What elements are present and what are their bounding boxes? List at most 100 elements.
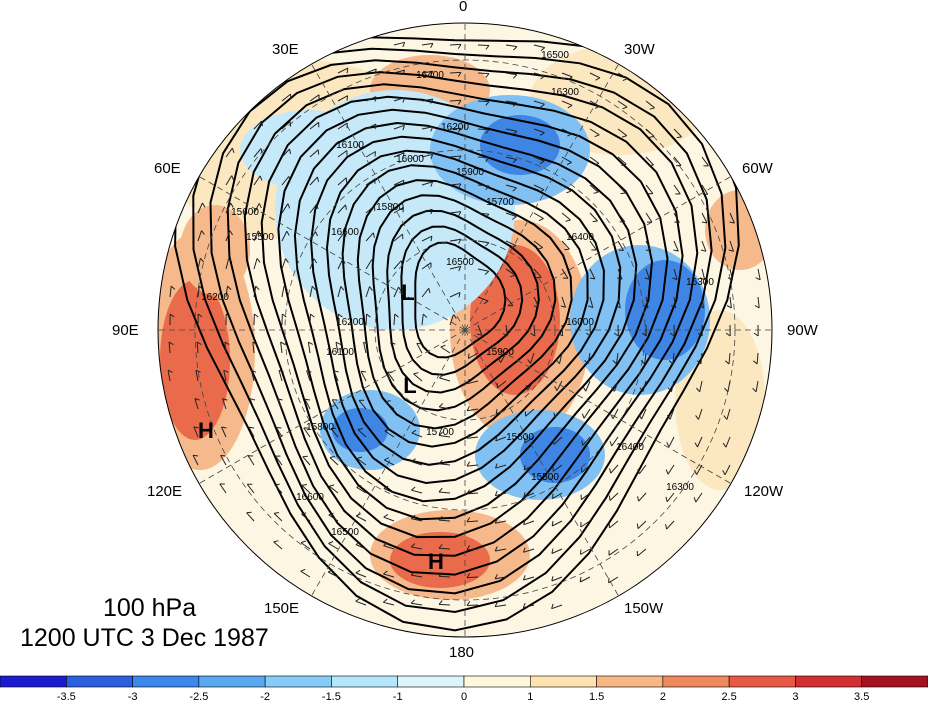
- wind-barb-flag: [643, 305, 649, 309]
- wind-barb: [553, 436, 563, 445]
- wind-barb-flag: [537, 247, 543, 250]
- lon-label-30w: 30W: [624, 41, 655, 58]
- wind-barb-flag: [457, 183, 462, 189]
- wind-barb: [253, 148, 262, 158]
- wind-barb-flag: [355, 569, 361, 574]
- wind-barb-flag: [372, 232, 375, 238]
- wind-barb: [505, 184, 517, 189]
- height-contour: [371, 194, 557, 412]
- wind-barb-flag: [522, 575, 526, 581]
- wind-barb-flag: [724, 387, 729, 393]
- wind-barb-flag: [512, 74, 518, 79]
- wind-barb-flag: [649, 107, 655, 110]
- wind-barb-flag: [536, 276, 542, 279]
- wind-barb-flag: [457, 44, 462, 49]
- wind-barb-flag: [554, 386, 558, 391]
- wind-barb-flag: [306, 370, 312, 373]
- wind-barb-flag: [567, 133, 573, 137]
- wind-barb-flag: [411, 486, 416, 491]
- wind-barb-flag: [589, 277, 595, 280]
- wind-barb: [449, 127, 462, 130]
- wind-barb-flag: [438, 515, 443, 521]
- pressure-center-low_pole: L: [401, 280, 414, 305]
- wind-barb-flag: [333, 370, 339, 373]
- wind-barb-flag: [644, 277, 650, 280]
- wind-barb: [281, 176, 290, 186]
- wind-barb-flag: [374, 96, 377, 102]
- wind-barb-flag: [510, 274, 516, 278]
- wind-barb-flag: [540, 132, 545, 136]
- wind-barb: [281, 93, 291, 102]
- wind-barb: [309, 203, 318, 214]
- wind-barb: [393, 313, 396, 326]
- wind-barb-flag: [512, 102, 518, 107]
- height-contour: [310, 135, 622, 485]
- wind-barb: [670, 380, 675, 392]
- wind-barb: [477, 324, 483, 336]
- wind-barb-flag: [700, 249, 707, 252]
- pressure-center-high_bottom: H: [428, 549, 444, 574]
- height-contour: [192, 47, 727, 614]
- height-contour: [341, 164, 589, 448]
- wind-barb: [273, 513, 283, 522]
- wind-barb: [641, 408, 647, 420]
- wind-barb: [495, 576, 507, 580]
- wind-barb-flag: [560, 305, 566, 308]
- wind-barb: [729, 212, 735, 224]
- wind-barb: [253, 286, 257, 298]
- wind-barb-flag: [648, 164, 654, 167]
- lon-label-60w: 60W: [742, 160, 773, 177]
- wind-barb-flag: [466, 601, 471, 606]
- wind-barb: [306, 370, 311, 382]
- contour-label: 15700: [426, 427, 454, 438]
- wind-barb-flag: [278, 369, 284, 373]
- wind-barb: [275, 455, 283, 466]
- wind-barb-flag: [620, 192, 626, 195]
- wind-barb: [281, 121, 291, 130]
- wind-barb-flag: [671, 305, 676, 309]
- colorbar-tick-label: 2.5: [721, 691, 736, 702]
- colorbar-box: [132, 675, 200, 688]
- wind-barb-flag: [698, 305, 704, 309]
- wind-barb: [533, 100, 545, 105]
- wind-barb-flag: [485, 101, 490, 106]
- wind-barb: [253, 203, 260, 214]
- wind-barb: [589, 72, 601, 79]
- wind-barb-flag: [485, 129, 490, 134]
- wind-barb-flag: [551, 520, 554, 527]
- wind-barb: [466, 548, 479, 551]
- wind-barb-flag: [430, 236, 433, 242]
- wind-barb: [390, 342, 395, 354]
- wind-barb-flag: [167, 369, 173, 373]
- wind-barb: [609, 520, 619, 529]
- wind-barb: [583, 408, 591, 419]
- wind-barb: [360, 370, 367, 382]
- wind-barb: [533, 268, 542, 278]
- wind-barb-flag: [251, 369, 257, 373]
- wind-barb-flag: [308, 341, 314, 345]
- wind-barb: [384, 459, 395, 466]
- colorbar-box: [662, 675, 730, 688]
- wind-barb: [579, 576, 591, 583]
- wind-barb: [309, 231, 316, 242]
- wind-barb: [438, 547, 451, 550]
- wind-barb-flag: [223, 369, 229, 373]
- wind-barb: [505, 156, 517, 160]
- wind-barb: [701, 268, 706, 280]
- wind-barb-flag: [466, 489, 471, 495]
- wind-barb: [561, 240, 570, 250]
- wind-barb-flag: [551, 576, 554, 582]
- wind-barb-flag: [495, 463, 498, 469]
- height-contour: [400, 225, 524, 376]
- wind-barb: [728, 352, 731, 365]
- wind-barb-flag: [641, 332, 647, 337]
- wind-barb: [645, 184, 654, 194]
- wind-barb: [551, 548, 563, 554]
- wind-barb-flag: [196, 341, 202, 346]
- wind-barb-flag: [200, 257, 205, 263]
- wind-barb: [533, 184, 545, 191]
- wind-barb-flag: [729, 221, 735, 224]
- wind-barb: [337, 258, 344, 270]
- wind-barb: [253, 120, 262, 130]
- wind-barb-flag: [579, 576, 582, 583]
